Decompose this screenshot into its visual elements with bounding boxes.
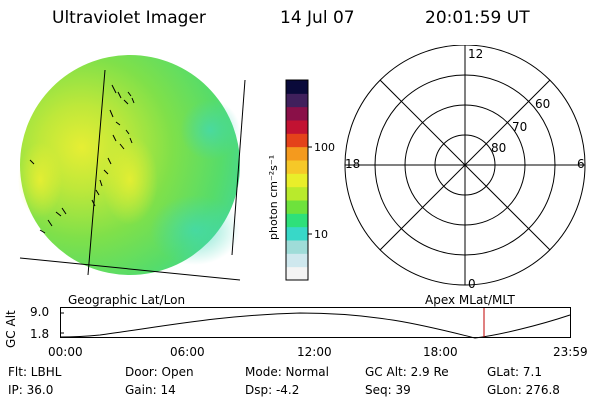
status-dsp: Dsp: -4.2 <box>245 383 300 397</box>
instrument-title: Ultraviolet Imager <box>52 8 206 28</box>
colorbar <box>285 79 312 281</box>
colorbar-tick-10: 10 <box>314 228 328 241</box>
colorbar-segment <box>286 213 308 228</box>
colorbar-tick-100: 100 <box>314 141 335 154</box>
x-tick-0600: 06:00 <box>170 345 205 359</box>
lat-label-70: 70 <box>512 120 528 134</box>
colorbar-title: photon cm⁻²s⁻¹ <box>267 154 280 240</box>
x-tick-2359: 23:59 <box>553 345 588 359</box>
x-tick-0000: 00:00 <box>48 345 83 359</box>
track-y-label: GC Alt <box>4 310 18 348</box>
track-left-label: Geographic Lat/Lon <box>68 293 186 307</box>
colorbar-segment <box>286 266 308 281</box>
status-gain: Gain: 14 <box>125 383 176 397</box>
track-y-tick-9: 9.0 <box>30 305 50 319</box>
colorbar-segment <box>286 146 308 161</box>
colorbar-segment <box>286 240 308 254</box>
orbit-track-plot <box>60 307 571 339</box>
status-glon: GLon: 276.8 <box>487 383 560 397</box>
status-mode: Mode: Normal <box>245 365 329 379</box>
colorbar-segment <box>286 120 308 134</box>
status-gc-alt: GC Alt: 2.9 Re <box>365 365 449 379</box>
date-label: 14 Jul 07 <box>280 8 355 28</box>
colorbar-segment <box>286 173 308 188</box>
status-door: Door: Open <box>125 365 194 379</box>
status-seq: Seq: 39 <box>365 383 411 397</box>
time-label: 20:01:59 UT <box>425 8 530 28</box>
mlt-label-0: 0 <box>468 277 476 291</box>
lat-label-60: 60 <box>535 97 551 111</box>
x-tick-1800: 18:00 <box>423 345 458 359</box>
mlt-label-18: 18 <box>345 157 361 171</box>
status-ip: IP: 36.0 <box>8 383 54 397</box>
track-y-tick-1-8: 1.8 <box>30 327 50 341</box>
colorbar-segment <box>286 93 308 108</box>
gc-alt-curve <box>60 312 571 339</box>
coastline-overlay <box>29 84 135 234</box>
uv-earth-image <box>18 55 246 281</box>
colorbar-segment <box>286 253 308 268</box>
colorbar-segment <box>286 226 308 241</box>
colorbar-segment <box>286 200 308 214</box>
colorbar-segment <box>286 160 308 174</box>
lat-label-80: 80 <box>491 141 507 155</box>
mlt-label-6: 6 <box>577 157 585 171</box>
colorbar-segment <box>286 106 308 121</box>
status-glat: GLat: 7.1 <box>487 365 542 379</box>
polar-grid <box>344 45 586 286</box>
colorbar-segment <box>286 80 308 94</box>
mlt-label-12: 12 <box>468 47 484 61</box>
status-filter: Flt: LBHL <box>8 365 62 379</box>
colorbar-segment <box>286 133 308 148</box>
colorbar-segment <box>286 186 308 201</box>
track-right-label: Apex MLat/MLT <box>425 293 515 307</box>
x-tick-1200: 12:00 <box>297 345 332 359</box>
